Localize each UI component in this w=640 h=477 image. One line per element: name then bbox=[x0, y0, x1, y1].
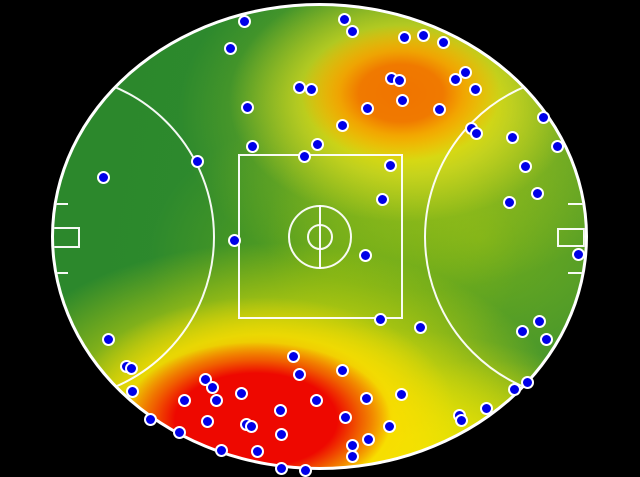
behind-line-tick-left-top bbox=[54, 203, 68, 205]
goal-square-left bbox=[54, 227, 80, 248]
behind-line-tick-right-bottom bbox=[568, 272, 585, 274]
behind-line-tick-right-top bbox=[568, 203, 585, 205]
behind-line-tick-left-bottom bbox=[54, 272, 68, 274]
field-oval-boundary bbox=[51, 3, 588, 470]
centre-line bbox=[319, 205, 321, 269]
goal-square-right bbox=[557, 228, 585, 247]
field-markings-layer bbox=[54, 6, 585, 467]
